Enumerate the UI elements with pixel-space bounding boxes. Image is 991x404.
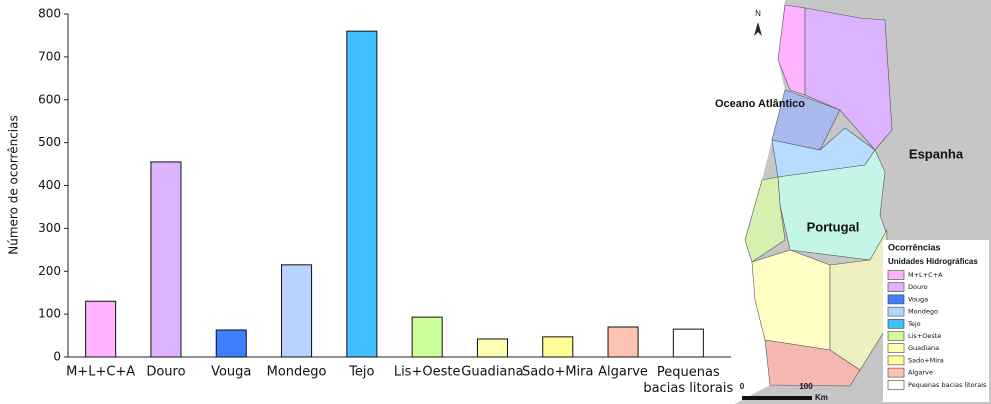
sea <box>735 0 785 404</box>
y-axis-label: Número de ocorrências <box>7 115 21 255</box>
bar <box>346 30 378 358</box>
legend-swatch <box>887 379 905 390</box>
y-tick-label: 100 <box>38 307 61 321</box>
x-tick-label: Algarve <box>598 365 648 380</box>
x-tick-label: M+L+C+A <box>66 365 135 380</box>
bar <box>150 161 182 358</box>
legend-swatch <box>887 282 905 293</box>
legend-label: Lis+Oeste <box>908 332 941 340</box>
legend-swatch <box>887 331 905 341</box>
region <box>777 149 888 261</box>
scale-bar <box>742 396 812 400</box>
y-tick-label: 500 <box>38 135 61 149</box>
y-tick-label: 300 <box>38 221 61 235</box>
portugal-label: Portugal <box>807 219 860 234</box>
legend-label: Pequenas bacias litorais <box>908 381 987 389</box>
legend-label: M+L+C+A <box>908 271 943 279</box>
y-tick-label: 200 <box>38 264 61 278</box>
x-tick-label: Vouga <box>211 365 251 380</box>
bar <box>281 264 313 358</box>
legend-label: Douro <box>908 283 928 291</box>
legend-swatch <box>887 306 905 317</box>
region <box>764 339 861 387</box>
x-tick-label: Mondego <box>267 365 327 380</box>
bar <box>542 336 574 358</box>
region <box>804 7 893 151</box>
region <box>777 4 806 96</box>
x-tick-label: Guadiana <box>461 365 523 380</box>
legend-title: Ocorrências <box>888 242 941 252</box>
legend-label: Mondego <box>908 308 938 316</box>
spain-label: Espanha <box>909 146 964 161</box>
legend-swatch <box>887 270 905 280</box>
scale-end: 100 <box>799 382 813 391</box>
x-tick-label: Tejo <box>348 365 374 380</box>
bar <box>215 329 247 358</box>
north-arrow <box>754 22 762 36</box>
legend-label: Tejo <box>907 320 921 328</box>
legend-subtitle: Unidades Hidrográficas <box>888 257 978 266</box>
x-tick-label: Sado+Mira <box>522 365 593 380</box>
y-tick-label: 600 <box>38 92 61 106</box>
x-tick-label: Lis+Oeste <box>394 365 461 380</box>
bar <box>476 338 508 358</box>
x-tick-label: Douro <box>146 365 185 380</box>
bar <box>672 328 704 358</box>
x-tick-label: Pequenas bacias litorais <box>643 365 733 396</box>
y-tick-label: 700 <box>38 49 61 63</box>
region <box>744 176 786 263</box>
region <box>751 249 831 351</box>
legend-label: Guadiana <box>908 344 939 352</box>
bar <box>85 300 117 358</box>
legend-swatch <box>887 355 905 366</box>
ocean-label: Oceano Atlântico <box>715 98 805 110</box>
y-tick-label: 400 <box>38 178 61 192</box>
legend-label: Sado+Mira <box>908 356 944 364</box>
bar <box>411 316 443 358</box>
scale-unit: Km <box>815 393 828 402</box>
legend-swatch <box>887 343 905 354</box>
bar <box>607 326 639 358</box>
y-tick-label: 0 <box>53 350 61 364</box>
legend-swatch <box>887 318 905 329</box>
map: N Oceano Atlântico Espanha Portugal Ocor… <box>715 0 991 404</box>
legend-label: Algarve <box>908 369 933 377</box>
legend-label: Vouga <box>908 295 928 303</box>
north-label: N <box>755 9 761 18</box>
scale-start: 0 <box>740 382 745 391</box>
legend-swatch <box>887 367 905 378</box>
y-tick-label: 800 <box>38 7 61 21</box>
legend-swatch <box>887 294 905 305</box>
